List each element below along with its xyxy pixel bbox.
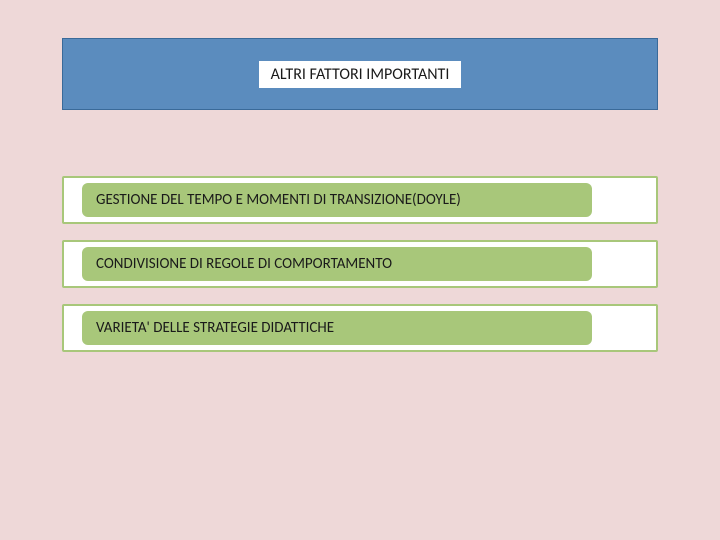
item-bar-3: VARIETA' DELLE STRATEGIE DIDATTICHE (82, 311, 592, 345)
item-label-2: CONDIVISIONE DI REGOLE DI COMPORTAMENTO (96, 255, 392, 273)
item-bar-1: GESTIONE DEL TEMPO E MOMENTI DI TRANSIZI… (82, 183, 592, 217)
item-label-3: VARIETA' DELLE STRATEGIE DIDATTICHE (96, 319, 334, 337)
item-bar-2: CONDIVISIONE DI REGOLE DI COMPORTAMENTO (82, 247, 592, 281)
header-title: ALTRI FATTORI IMPORTANTI (259, 61, 462, 88)
item-label-1: GESTIONE DEL TEMPO E MOMENTI DI TRANSIZI… (96, 191, 461, 209)
header-box: ALTRI FATTORI IMPORTANTI (62, 38, 658, 110)
